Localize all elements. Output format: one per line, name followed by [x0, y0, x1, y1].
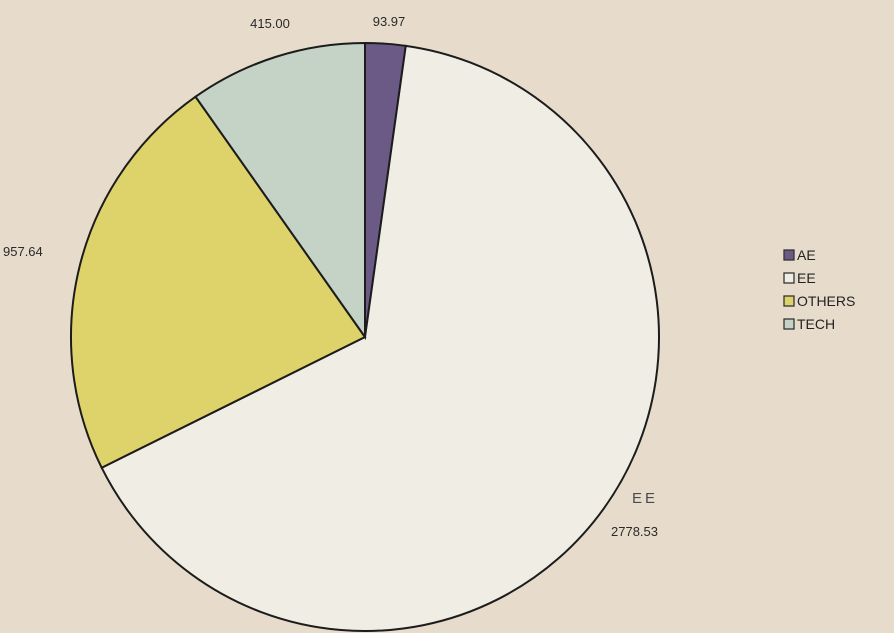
legend-label-tech: TECH: [797, 316, 835, 332]
pie-slice-others: [70, 95, 367, 470]
data-label-ae: 93.97: [373, 14, 406, 29]
slice-category-label-ee: EE: [632, 490, 658, 507]
pie-slices: [70, 41, 660, 632]
data-label-tech: 415.00: [250, 16, 290, 31]
legend-swatch-ee: [783, 272, 795, 284]
legend-swatch-others: [783, 295, 795, 307]
legend-swatch-tech: [783, 318, 795, 330]
legend-label-others: OTHERS: [797, 293, 855, 309]
legend-label-ae: AE: [797, 247, 816, 263]
legend: AE EE OTHERS TECH: [783, 247, 855, 332]
data-label-others: 957.64: [3, 244, 43, 259]
legend-label-ee: EE: [797, 270, 816, 286]
legend-swatch-ae: [783, 249, 795, 261]
data-label-ee: 2778.53: [611, 524, 658, 539]
slice-labels: 93.97 2778.53 957.64 415.00: [3, 14, 658, 539]
pie-slice-ee: [100, 44, 660, 632]
pie-slice-tech: [194, 41, 366, 341]
